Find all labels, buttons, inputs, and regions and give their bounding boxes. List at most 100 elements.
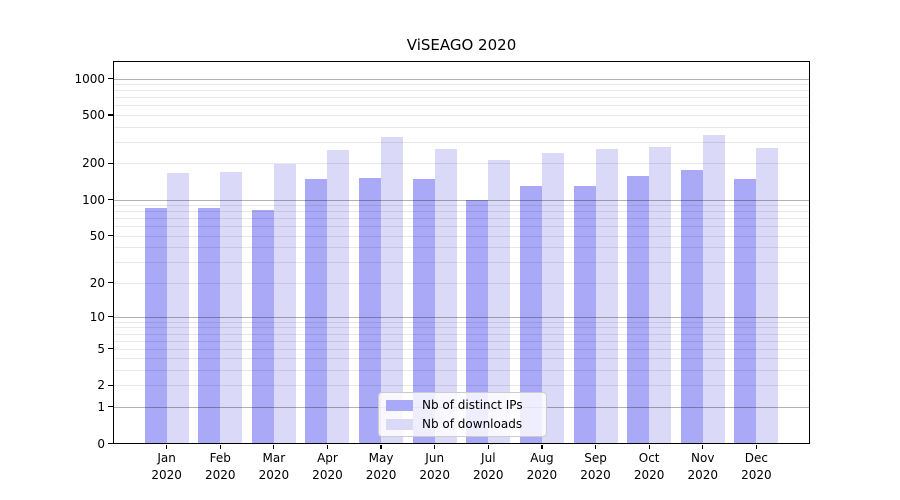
x-tick-label: Aug 2020 [527,450,558,484]
bar-downloads [327,149,350,444]
y-gridline-minor [113,327,810,329]
y-gridline-minor [113,90,810,92]
y-gridline-minor [113,262,810,264]
x-tick [434,444,436,449]
bar-distinct-ips [680,170,703,444]
y-tick-label: 50 [89,228,105,243]
x-tick-month: Jan [157,450,176,465]
x-tick-year: 2020 [526,467,558,482]
x-tick-label: Apr 2020 [312,450,343,484]
y-gridline-minor [113,282,810,284]
y-gridline-minor [113,126,810,128]
y-tick [108,406,113,408]
y-gridline-minor [113,205,810,207]
x-tick-year: 2020 [258,467,290,482]
x-tick-month: Apr [317,450,338,465]
y-gridline-major [113,78,810,80]
y-tick [108,162,113,164]
legend-item-distinct-ips: Nb of distinct IPs [386,396,538,414]
bar-distinct-ips [734,179,757,444]
x-tick-month: Aug [530,450,554,465]
x-tick-year: 2020 [419,467,450,482]
y-gridline-minor [113,333,810,335]
x-tick-label: May 2020 [366,450,397,484]
x-tick-month: Mar [262,450,286,465]
y-gridline-minor [113,211,810,213]
x-tick-label: Oct 2020 [634,450,665,484]
y-tick [108,316,113,318]
x-tick-year: 2020 [741,467,772,482]
bar-distinct-ips [144,207,167,444]
y-tick-label: 200 [82,156,105,171]
bar-distinct-ips [519,186,542,444]
y-gridline-minor [113,141,810,143]
bar-distinct-ips [251,210,274,444]
y-gridline-minor [113,218,810,220]
chart-title: ViSEAGO 2020 [406,36,517,54]
y-gridline-minor [113,235,810,237]
bar-distinct-ips [466,200,489,444]
x-tick-label: Jun 2020 [419,450,450,484]
bar-downloads [649,147,672,444]
x-tick-label: Nov 2020 [687,450,718,484]
y-gridline-major [113,199,810,201]
y-gridline-minor [113,226,810,228]
y-tick-label: 500 [82,108,105,123]
bar-downloads [381,136,404,444]
x-tick [648,444,650,449]
x-tick [755,444,757,449]
x-tick-year: 2020 [312,467,343,482]
legend: Nb of distinct IPs Nb of downloads [378,392,547,437]
bar-distinct-ips [198,208,221,444]
x-tick-month: Feb [209,450,231,465]
bar-downloads [541,153,564,444]
y-tick-label: 1 [97,399,105,414]
x-tick-month: Jun [425,450,445,465]
y-tick [108,282,113,284]
legend-label-distinct-ips: Nb of distinct IPs [422,398,523,412]
bar-downloads [702,135,725,444]
y-tick [108,199,113,201]
y-tick-label: 5 [97,341,105,356]
x-tick [702,444,704,449]
y-tick [108,442,113,445]
x-tick-month: Dec [744,450,768,465]
y-tick [108,235,113,237]
y-gridline-minor [113,348,810,350]
bar-downloads [220,172,243,444]
x-tick-year: 2020 [633,467,665,482]
x-tick-year: 2020 [687,467,719,482]
bar-downloads [166,173,189,444]
x-tick-month: Sep [584,450,607,465]
y-tick-label: 1000 [74,71,105,86]
bar-downloads [595,149,618,444]
x-tick-month: May [368,450,394,465]
legend-item-downloads: Nb of downloads [386,415,538,433]
y-gridline-major [113,316,810,318]
x-tick-label: Jul 2020 [473,450,504,484]
legend-swatch-distinct-ips [386,399,413,411]
y-gridline-minor [113,370,810,372]
x-tick-label: Feb 2020 [205,450,236,484]
x-tick-label: Dec 2020 [741,450,772,484]
y-tick-label: 100 [82,192,105,207]
x-tick [326,444,329,449]
bar-downloads [756,148,779,444]
x-tick [219,444,221,449]
y-tick [108,348,113,350]
bar-distinct-ips [359,178,382,444]
x-tick [541,444,543,449]
y-gridline-minor [113,385,810,387]
y-gridline-minor [113,163,810,165]
x-tick [273,444,275,449]
x-tick-year: 2020 [580,467,611,482]
x-tick-year: 2020 [365,467,397,482]
x-tick [487,444,489,449]
bar-downloads [434,148,457,444]
x-tick-label: Mar 2020 [259,450,290,484]
legend-swatch-downloads [386,418,413,430]
x-tick-label: Sep 2020 [580,450,611,484]
x-tick-month: Oct [638,450,660,465]
